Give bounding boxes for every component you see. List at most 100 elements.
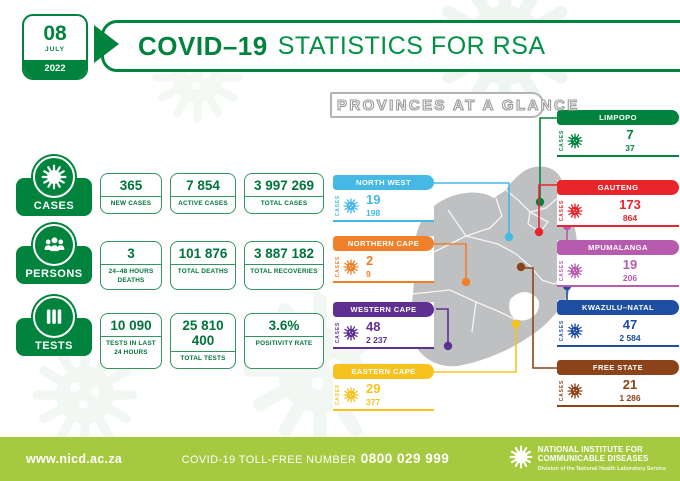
date-badge: 08 JULY 2022 (22, 14, 88, 80)
province-new-cases: 48 (366, 319, 381, 335)
provinces-panel-title-text: PROVINCES AT A GLANCE (336, 96, 580, 114)
province-header: EASTERN CAPE (333, 364, 434, 379)
province-card: KWAZULU–NATAL CASES 47 2 584 (557, 300, 679, 347)
province-header: WESTERN CAPE (333, 302, 434, 317)
province-new-cases: 2 (366, 253, 374, 269)
province-card: MPUMALANGA CASES 19 206 (557, 240, 679, 287)
cases-vertical-label: CASES (559, 129, 565, 152)
virus-watermark (30, 340, 140, 455)
stat-box: 3.6% POSITIVITY RATE (244, 313, 324, 369)
nicd-virus-icon (509, 445, 533, 474)
province-name: LIMPOPO (599, 113, 637, 122)
tests-icon (33, 296, 75, 339)
stat-value: 3.6% (268, 318, 300, 334)
province-header: MPUMALANGA (557, 240, 679, 255)
province-name: KWAZULU–NATAL (582, 303, 654, 312)
province-card: NORTH WEST CASES 19 198 (333, 175, 434, 222)
stat-row: TESTS 10 090 TESTS IN LAST 24 HOURS 25 8… (16, 296, 330, 369)
province-connector-line (539, 117, 557, 200)
stat-label: TESTS IN LAST 24 HOURS (101, 336, 161, 361)
stat-value: 3 887 182 (253, 246, 315, 261)
stat-label: TOTAL CASES (245, 196, 323, 213)
province-name: FREE STATE (592, 363, 644, 372)
stat-badge-label: PERSONS (25, 268, 83, 280)
province-card: WESTERN CAPE CASES 48 2 237 (333, 302, 434, 349)
virus-icon (567, 132, 583, 149)
summary-stats: CASES 365 NEW CASES 7 854 ACTIVE CASES 3… (16, 156, 330, 369)
province-card: FREE STATE CASES 21 1 286 (557, 360, 679, 407)
province-card: LIMPOPO CASES 7 37 (557, 110, 679, 157)
province-name: NORTHERN CAPE (347, 239, 420, 248)
province-numbers: 7 37 (583, 127, 677, 153)
province-new-cases: 19 (622, 257, 638, 273)
province-connector-line (538, 184, 557, 230)
province-connector-line (434, 182, 510, 235)
cases-vertical-label: CASES (559, 379, 565, 402)
tollfree-number: 0800 029 999 (360, 451, 450, 466)
stat-row: PERSONS 3 24–48 HOURS DEATHS 101 876 TOT… (16, 224, 330, 291)
stat-value: 365 (119, 178, 143, 193)
nicd-logo-text: NATIONAL INSTITUTE FOR COMMUNICABLE DISE… (538, 445, 666, 472)
stat-badge: TESTS (16, 296, 92, 357)
virus-icon (343, 386, 359, 403)
province-header: FREE STATE (557, 360, 679, 375)
stat-value: 7 854 (186, 178, 220, 193)
province-body: CASES 7 37 (557, 125, 679, 155)
province-body: CASES 19 206 (557, 255, 679, 285)
province-header: NORTHERN CAPE (333, 236, 434, 251)
map-connectors (434, 117, 572, 373)
province-active-cases: 37 (625, 142, 635, 153)
province-numbers: 48 2 237 (366, 319, 387, 344)
stat-badge-label: CASES (33, 200, 75, 212)
province-numbers: 173 864 (583, 197, 677, 223)
province-header: NORTH WEST (333, 175, 434, 190)
province-card: EASTERN CAPE CASES 29 377 (333, 364, 434, 411)
province-connector-line (434, 326, 517, 373)
tollfree-label: COVID-19 TOLL-FREE NUMBER (181, 454, 357, 466)
stat-boxes: 10 090 TESTS IN LAST 24 HOURS 25 810 400… (100, 313, 324, 369)
province-connector-line (524, 267, 557, 369)
province-borders (411, 189, 567, 333)
cases-vertical-label: CASES (335, 194, 341, 217)
cases-vertical-label: CASES (335, 255, 341, 278)
virus-icon (567, 322, 583, 339)
website-text: www.nicd.ac.za (26, 452, 123, 466)
province-name: MPUMALANGA (588, 243, 648, 252)
province-body: CASES 47 2 584 (557, 315, 679, 345)
province-underline (557, 345, 679, 347)
province-new-cases: 7 (626, 127, 634, 143)
date-day: 08 (43, 22, 67, 45)
province-underline (557, 285, 679, 287)
page-title-brand: COVID–19 (138, 30, 268, 61)
province-new-cases: 47 (622, 317, 638, 333)
south-africa-map (411, 117, 577, 373)
province-map-dot (535, 197, 545, 207)
province-active-cases: 1 286 (619, 392, 641, 403)
province-header: KWAZULU–NATAL (557, 300, 679, 315)
arrow-right-icon (94, 25, 119, 63)
virus-icon (343, 258, 359, 275)
stat-label: ACTIVE CASES (171, 196, 235, 213)
stat-value: 10 090 (110, 318, 152, 334)
province-body: CASES 2 9 (333, 251, 434, 281)
stat-box: 10 090 TESTS IN LAST 24 HOURS (100, 313, 162, 369)
province-body: CASES 19 198 (333, 190, 434, 220)
stat-box: 3 997 269 TOTAL CASES (244, 173, 324, 214)
persons-icon (33, 224, 75, 266)
province-map-dot (511, 319, 521, 329)
org-name-line2: COMMUNICABLE DISEASES (537, 454, 649, 464)
province-card: GAUTENG CASES 173 864 (557, 180, 679, 227)
stat-box: 3 887 182 TOTAL RECOVERIES (244, 241, 324, 291)
page-title-text: STATISTICS FOR RSA (277, 31, 546, 60)
province-active-cases: 864 (622, 212, 638, 223)
province-name: GAUTENG (597, 183, 639, 192)
date-month: JULY (44, 46, 66, 53)
stat-badge-label: TESTS (35, 340, 73, 353)
province-underline (333, 281, 434, 283)
provinces-panel: PROVINCES AT A GLANCE LIMPOPO CASES (330, 88, 680, 425)
stat-label: POSITIVITY RATE (245, 336, 323, 353)
stat-badge: PERSONS (16, 224, 92, 284)
virus-icon (567, 382, 583, 399)
province-map-dot (516, 262, 526, 272)
province-card: NORTHERN CAPE CASES 2 9 (333, 236, 434, 283)
